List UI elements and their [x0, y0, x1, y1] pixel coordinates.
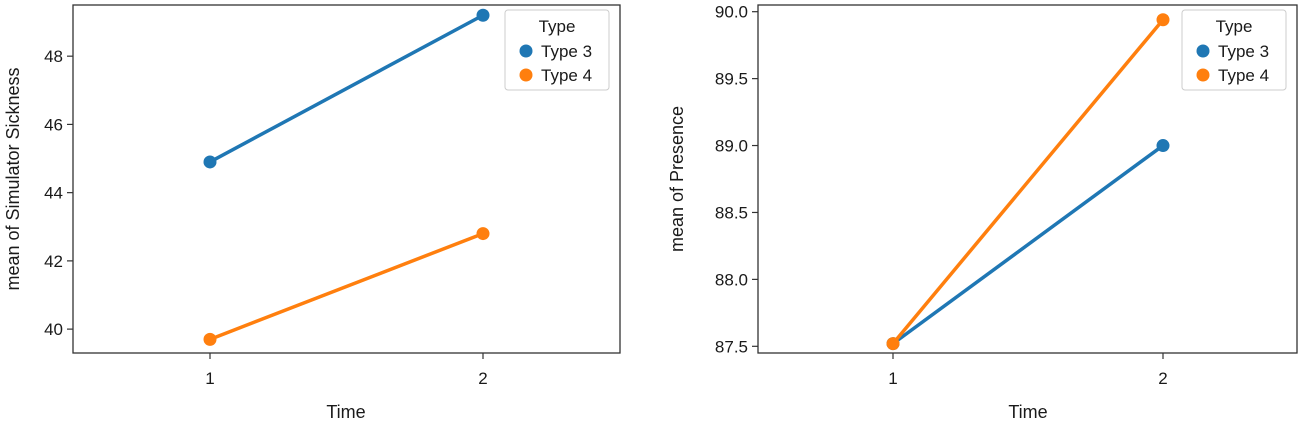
y-tick-label-left: 44: [44, 184, 63, 203]
y-tick-label-left: 42: [44, 252, 63, 271]
legend-frame-left: [504, 9, 610, 91]
x-axis-label-right: Time: [1008, 402, 1047, 422]
data-point-type-3-right: [1156, 139, 1170, 153]
series-line-type-3-right: [891, 144, 1165, 346]
legend-marker-type-4-left: [519, 68, 533, 82]
plot-frame-left: [72, 4, 621, 354]
legend-marker-type-3-right: [1196, 44, 1210, 58]
data-point-type-3-left: [203, 155, 217, 169]
data-point-type-4-left: [203, 332, 217, 346]
series-layer-right: [886, 13, 1170, 351]
series-layer-left: [203, 8, 490, 346]
data-point-type-4-left: [476, 227, 490, 241]
y-axis-label-right: mean of Presence: [667, 106, 687, 252]
y-tick-label-right: 88.5: [715, 203, 748, 222]
data-point-type-4-right: [886, 337, 900, 351]
y-axis-right: 87.5 88.0 88.5 89.0 89.5 90.0: [715, 3, 758, 356]
legend-label-type-3-right: Type 3: [1218, 42, 1269, 61]
legend-label-type-3-left: Type 3: [541, 42, 592, 61]
x-tick-label-right: 1: [888, 369, 897, 388]
y-tick-label-right: 90.0: [715, 3, 748, 22]
y-tick-label-left: 48: [44, 47, 63, 66]
series-line-type-3-left: [209, 13, 484, 164]
plot-frame-right: [757, 4, 1298, 354]
y-tick-label-right: 89.0: [715, 137, 748, 156]
y-tick-label-left: 40: [44, 320, 63, 339]
series-line-type-4-left: [209, 231, 484, 341]
legend-left: Type Type 3 Type 4: [504, 9, 610, 91]
data-point-type-3-left: [476, 8, 490, 22]
x-axis-label-left: Time: [326, 402, 365, 422]
legend-frame-right: [1181, 9, 1287, 91]
y-axis-label-left: mean of Simulator Sickness: [3, 67, 23, 290]
legend-title-right: Type: [1216, 17, 1253, 36]
legend-marker-type-4-right: [1196, 68, 1210, 82]
legend-title-left: Type: [539, 17, 576, 36]
y-axis-left: 40 42 44 46 48: [44, 47, 73, 339]
data-point-type-4-right: [1156, 13, 1170, 27]
series-line-type-4-right: [891, 18, 1165, 345]
y-tick-label-left: 46: [44, 115, 63, 134]
y-tick-label-right: 87.5: [715, 337, 748, 356]
x-tick-label-left: 1: [205, 369, 214, 388]
x-tick-label-right: 2: [1158, 369, 1167, 388]
legend-label-type-4-left: Type 4: [541, 66, 592, 85]
legend-right: Type Type 3 Type 4: [1181, 9, 1287, 91]
x-tick-label-left: 2: [478, 369, 487, 388]
y-tick-label-right: 89.5: [715, 70, 748, 89]
y-tick-label-right: 88.0: [715, 270, 748, 289]
legend-marker-type-3-left: [519, 44, 533, 58]
legend-label-type-4-right: Type 4: [1218, 66, 1269, 85]
